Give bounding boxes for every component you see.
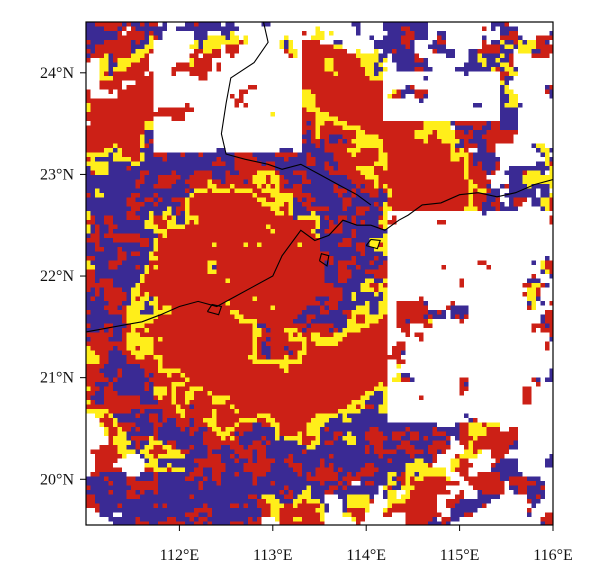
lon-tick-label: 116°E xyxy=(533,547,573,564)
coastline-segment-3 xyxy=(365,238,381,250)
coastline xyxy=(86,22,553,333)
lon-tick-label: 115°E xyxy=(440,547,480,564)
precip-yellow-cells xyxy=(86,26,553,522)
axis-labels: 20°N 21°N 22°N 23°N 24°N 112°E 113°E 114°E 115°E… xyxy=(40,65,573,564)
lon-tick-label: 114°E xyxy=(346,547,386,564)
coastline-segment-0 xyxy=(86,178,553,333)
precipitation-field xyxy=(86,22,553,525)
coastline-segment-2 xyxy=(318,253,330,267)
precip-red-cells xyxy=(86,22,553,525)
lat-tick-label: 24°N xyxy=(40,65,74,82)
axis-ticks xyxy=(80,72,554,531)
lat-tick-label: 23°N xyxy=(40,166,74,183)
lon-tick-label: 112°E xyxy=(160,547,200,564)
lat-tick-label: 20°N xyxy=(40,471,74,488)
coastline-segment-4 xyxy=(206,303,223,316)
lat-tick-label: 21°N xyxy=(40,370,74,387)
precip-blue-cells xyxy=(86,22,553,525)
lat-tick-label: 22°N xyxy=(40,268,74,285)
map-frame xyxy=(85,21,554,526)
lon-tick-label: 113°E xyxy=(253,547,293,564)
coastline-segment-1 xyxy=(220,22,372,206)
